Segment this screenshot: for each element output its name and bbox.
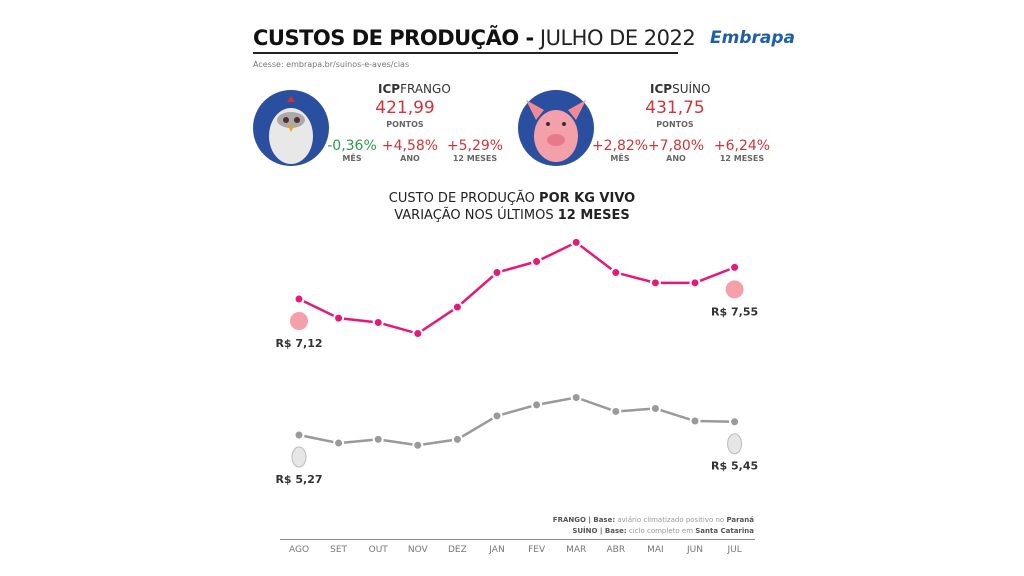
data-point-pig xyxy=(293,293,305,305)
icp-suino-label: ICPSUÍNO xyxy=(650,82,711,96)
data-point-pig xyxy=(610,267,622,279)
footnote-frango: FRANGO | Base: aviário climatizado posit… xyxy=(552,516,754,524)
embrapa-logo: Embrapa xyxy=(710,28,795,48)
data-point-chicken xyxy=(689,415,701,427)
data-point-pig xyxy=(729,261,741,273)
data-point-chicken xyxy=(412,439,424,451)
data-point-pig xyxy=(491,267,503,279)
data-point-chicken xyxy=(649,403,661,415)
data-point-chicken xyxy=(451,433,463,445)
data-point-pig xyxy=(531,256,543,268)
icp-frango-value: 421,99 xyxy=(375,98,435,118)
pig-icon xyxy=(725,280,744,299)
data-point-chicken xyxy=(293,429,305,441)
data-point-pig xyxy=(333,312,345,324)
suino-var-mes: +2,82% MÊS xyxy=(591,138,649,163)
chicken-icon xyxy=(727,433,743,455)
series-line-pig xyxy=(298,240,736,335)
end-value-label: R$ 5,27 xyxy=(275,473,322,486)
icp-frango-label: ICPFRANGO xyxy=(378,82,451,96)
pig-icon xyxy=(290,312,308,330)
data-point-chicken xyxy=(610,405,622,417)
title-divider xyxy=(253,52,678,54)
pig-icon xyxy=(518,90,594,166)
series-line-chicken xyxy=(298,396,735,447)
x-tick-label: JAN xyxy=(488,545,504,555)
icp-frango-unit: PONTOS xyxy=(386,120,424,129)
data-point-chicken xyxy=(570,391,582,403)
x-tick-label: MAR xyxy=(566,545,586,555)
data-point-chicken xyxy=(491,410,503,422)
x-axis-line xyxy=(280,539,755,540)
end-value-label: R$ 5,45 xyxy=(711,460,758,473)
x-tick-label: MAI xyxy=(647,545,664,555)
x-tick-label: JUN xyxy=(686,545,703,555)
x-tick-label: DEZ xyxy=(448,545,467,555)
frango-var-12m: +5,29% 12 MESES xyxy=(446,138,504,163)
data-point-chicken xyxy=(372,433,384,445)
data-point-pig xyxy=(689,277,701,289)
data-point-pig xyxy=(412,328,424,340)
end-value-label: R$ 7,12 xyxy=(275,337,322,350)
data-point-chicken xyxy=(531,399,543,411)
x-tick-label: FEV xyxy=(528,545,546,555)
frango-var-mes: -0,36% MÊS xyxy=(327,138,377,163)
x-tick-label: SET xyxy=(330,545,347,555)
page-title: CUSTOS DE PRODUÇÃO - JULHO DE 2022 xyxy=(253,26,696,50)
suino-var-ano: +7,80% ANO xyxy=(647,138,705,163)
source-url: Acesse: embrapa.br/suinos-e-aves/cias xyxy=(253,60,410,69)
data-point-pig xyxy=(372,317,384,329)
x-tick-label: OUT xyxy=(369,545,389,555)
x-tick-label: AGO xyxy=(289,545,309,555)
data-point-pig xyxy=(570,236,582,248)
data-point-pig xyxy=(451,301,463,313)
x-tick-label: NOV xyxy=(408,545,429,555)
x-tick-label: ABR xyxy=(607,545,626,555)
footnote-suino: SUÍNO | Base: ciclo completo em Santa Ca… xyxy=(572,527,754,535)
data-point-pig xyxy=(649,277,661,289)
data-point-chicken xyxy=(729,416,741,428)
icp-suino-unit: PONTOS xyxy=(656,120,694,129)
suino-var-12m: +6,24% 12 MESES xyxy=(713,138,771,163)
data-point-chicken xyxy=(333,437,345,449)
chicken-icon xyxy=(291,446,307,468)
chicken-icon xyxy=(253,90,329,166)
icp-suino-value: 431,75 xyxy=(645,98,705,118)
chart-title: CUSTO DE PRODUÇÃO POR KG VIVO VARIAÇÃO N… xyxy=(388,191,636,223)
frango-var-ano: +4,58% ANO xyxy=(381,138,439,163)
end-value-label: R$ 7,55 xyxy=(711,305,758,318)
x-tick-label: JUL xyxy=(726,545,741,555)
